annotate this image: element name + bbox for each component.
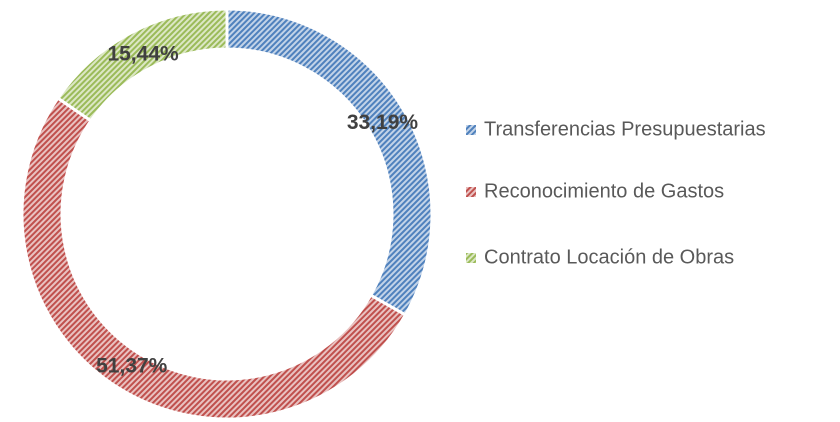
donut-segment (20, 96, 408, 421)
donut-segment (55, 7, 229, 123)
legend-swatch (466, 253, 476, 263)
legend-label: Contrato Locación de Obras (484, 246, 734, 268)
data-label: 33,19% (347, 111, 419, 134)
donut-segment (225, 7, 434, 317)
legend-swatch (466, 125, 476, 135)
legend-label: Reconocimiento de Gastos (484, 180, 724, 202)
legend-label: Transferencias Presupuestarias (484, 118, 766, 140)
legend-swatch (466, 187, 476, 197)
data-label: 51,37% (96, 354, 168, 377)
data-label: 15,44% (107, 42, 179, 65)
